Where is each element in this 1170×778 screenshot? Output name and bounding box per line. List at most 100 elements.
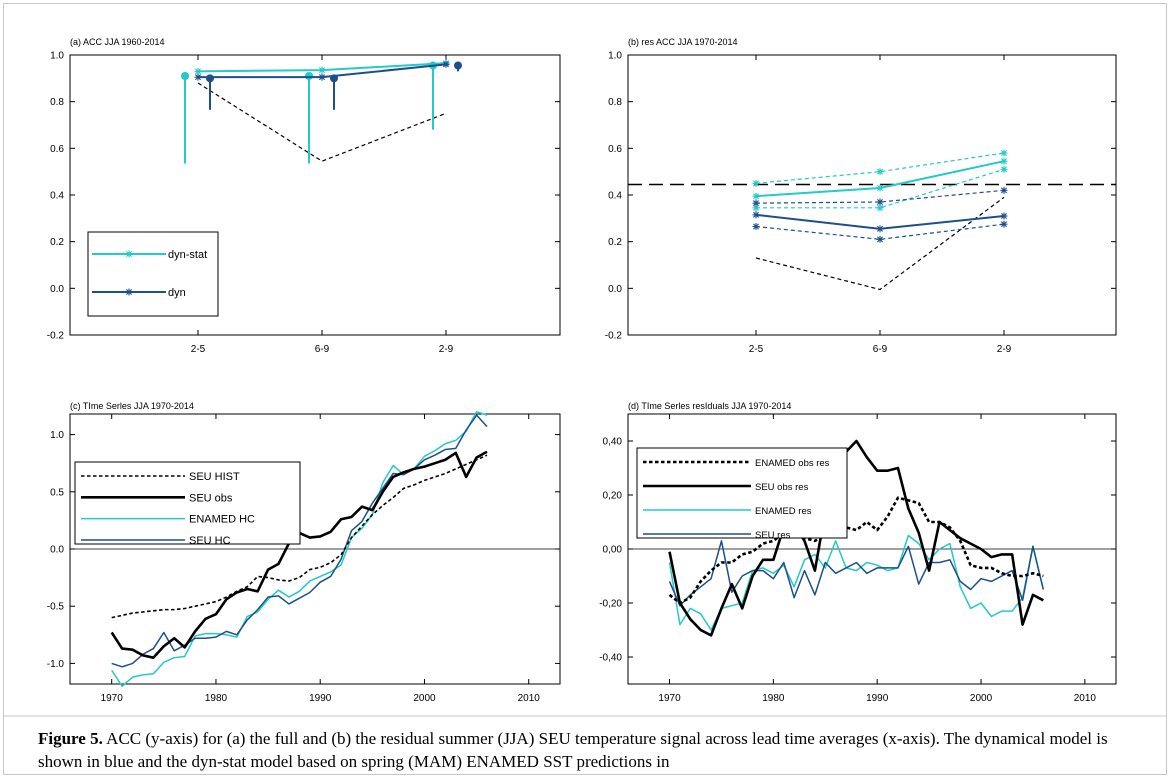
y-tick-label: -0,40 bbox=[599, 653, 622, 664]
y-tick-label: 0.6 bbox=[608, 144, 622, 155]
reference-dashed-line bbox=[755, 196, 1005, 291]
panel-title: (a) ACC JJA 1960-2014 bbox=[70, 37, 165, 47]
error-bar-center-dot bbox=[206, 74, 214, 83]
legend-label: ENAMED res bbox=[755, 506, 812, 517]
y-tick-label: 0.0 bbox=[50, 284, 64, 295]
series-point bbox=[1000, 186, 1008, 194]
x-tick-label: 2-9 bbox=[439, 344, 454, 355]
x-tick-label: 1970 bbox=[101, 693, 124, 704]
series-point bbox=[876, 184, 884, 192]
legend-label: SEU HIST bbox=[189, 471, 240, 483]
error-bar-center-dot bbox=[305, 72, 313, 80]
x-tick-label: 1990 bbox=[866, 693, 889, 704]
reference-dashed-line bbox=[197, 82, 447, 162]
series-line bbox=[111, 454, 488, 619]
series-point bbox=[1000, 157, 1008, 165]
y-tick-label: -0,20 bbox=[599, 599, 622, 610]
legend-label: SEU HC bbox=[189, 535, 231, 547]
error-bar-center-dot bbox=[181, 72, 189, 80]
x-tick-label: 2000 bbox=[970, 693, 993, 704]
series-point bbox=[318, 66, 326, 74]
y-tick-label: 0.8 bbox=[50, 97, 64, 108]
series-point bbox=[318, 73, 326, 81]
x-tick-label: 2010 bbox=[1074, 693, 1097, 704]
y-tick-label: -0.2 bbox=[605, 331, 623, 342]
legend-label: SEU obs bbox=[189, 492, 233, 504]
y-tick-label: -0.2 bbox=[47, 331, 65, 342]
panel-title: (d) TIme Serles resIduals JJA 1970-2014 bbox=[628, 401, 791, 411]
error-bar-center-dot bbox=[454, 61, 462, 70]
legend-label: ENAMED obs res bbox=[755, 458, 830, 469]
series-line bbox=[111, 414, 488, 668]
x-tick-label: 2-5 bbox=[191, 344, 206, 355]
caption-label: Figure 5. bbox=[38, 729, 103, 748]
series-line bbox=[668, 534, 1045, 631]
legend-label: SEU obs res bbox=[755, 482, 809, 493]
figure-caption: Figure 5. ACC (y-axis) for (a) the full … bbox=[38, 727, 1148, 778]
legend-marker bbox=[125, 288, 133, 296]
y-tick-label: 0.6 bbox=[50, 144, 64, 155]
y-tick-label: 0.2 bbox=[50, 237, 64, 248]
series-point bbox=[1000, 149, 1008, 157]
series-point bbox=[1000, 212, 1008, 220]
panel-title: (b) res ACC JJA 1970-2014 bbox=[628, 37, 738, 47]
figure-frame bbox=[3, 3, 1167, 775]
y-tick-label: -1.0 bbox=[47, 659, 65, 670]
y-tick-label: 0.0 bbox=[50, 545, 64, 556]
legend-label: ENAMED HC bbox=[189, 514, 255, 526]
series-point bbox=[752, 179, 760, 187]
x-tick-label: 1980 bbox=[205, 693, 228, 704]
series-point bbox=[752, 199, 760, 207]
x-tick-label: 2-5 bbox=[749, 344, 764, 355]
panel-title: (c) TIme Serles JJA 1970-2014 bbox=[70, 401, 194, 411]
plot-frame bbox=[627, 54, 1117, 336]
series-point bbox=[1000, 220, 1008, 228]
legend-marker bbox=[125, 250, 133, 258]
series-line bbox=[111, 410, 488, 688]
series-line bbox=[668, 540, 1045, 607]
series-point bbox=[752, 223, 760, 230]
y-tick-label: 0.5 bbox=[50, 487, 64, 498]
series-point bbox=[876, 204, 884, 212]
series-line bbox=[668, 439, 1044, 637]
x-tick-label: 2-9 bbox=[997, 344, 1012, 355]
x-tick-label: 6-9 bbox=[873, 344, 888, 355]
y-tick-label: 0,00 bbox=[603, 545, 623, 556]
x-tick-label: 2000 bbox=[413, 693, 436, 704]
series-point bbox=[752, 211, 760, 219]
y-tick-label: 0,40 bbox=[603, 437, 623, 448]
series-point bbox=[876, 168, 884, 176]
legend-label: dyn bbox=[168, 287, 186, 299]
series-point bbox=[442, 60, 450, 68]
x-tick-label: 1970 bbox=[658, 693, 681, 704]
y-tick-label: 0.4 bbox=[608, 191, 622, 202]
series-point bbox=[194, 73, 202, 81]
y-tick-label: -0.5 bbox=[47, 602, 65, 613]
legend-box bbox=[74, 461, 301, 545]
y-tick-label: 0,20 bbox=[603, 491, 623, 502]
series-point bbox=[1000, 165, 1008, 173]
series-point bbox=[876, 235, 884, 243]
x-tick-label: 2010 bbox=[518, 693, 541, 704]
y-tick-label: 0.4 bbox=[50, 191, 64, 202]
x-tick-label: 1990 bbox=[309, 693, 332, 704]
series-point bbox=[752, 192, 760, 200]
series-line bbox=[755, 152, 1005, 184]
y-tick-label: 0.8 bbox=[608, 97, 622, 108]
caption-text: ACC (y-axis) for (a) the full and (b) th… bbox=[38, 729, 1108, 771]
series-line bbox=[756, 168, 1005, 209]
legend-label: SEU res bbox=[755, 530, 791, 541]
series-point bbox=[876, 198, 884, 206]
y-tick-label: 1.0 bbox=[50, 51, 64, 62]
legend-box bbox=[87, 231, 219, 317]
series-point bbox=[876, 225, 884, 233]
series-line bbox=[668, 496, 1044, 605]
legend-label: dyn-stat bbox=[168, 249, 207, 261]
y-tick-label: 0.2 bbox=[608, 237, 622, 248]
y-tick-label: 1.0 bbox=[50, 430, 64, 441]
x-tick-label: 1980 bbox=[762, 693, 785, 704]
x-tick-label: 6-9 bbox=[315, 344, 330, 355]
y-tick-label: 1.0 bbox=[608, 51, 622, 62]
y-tick-label: 0.0 bbox=[608, 284, 622, 295]
